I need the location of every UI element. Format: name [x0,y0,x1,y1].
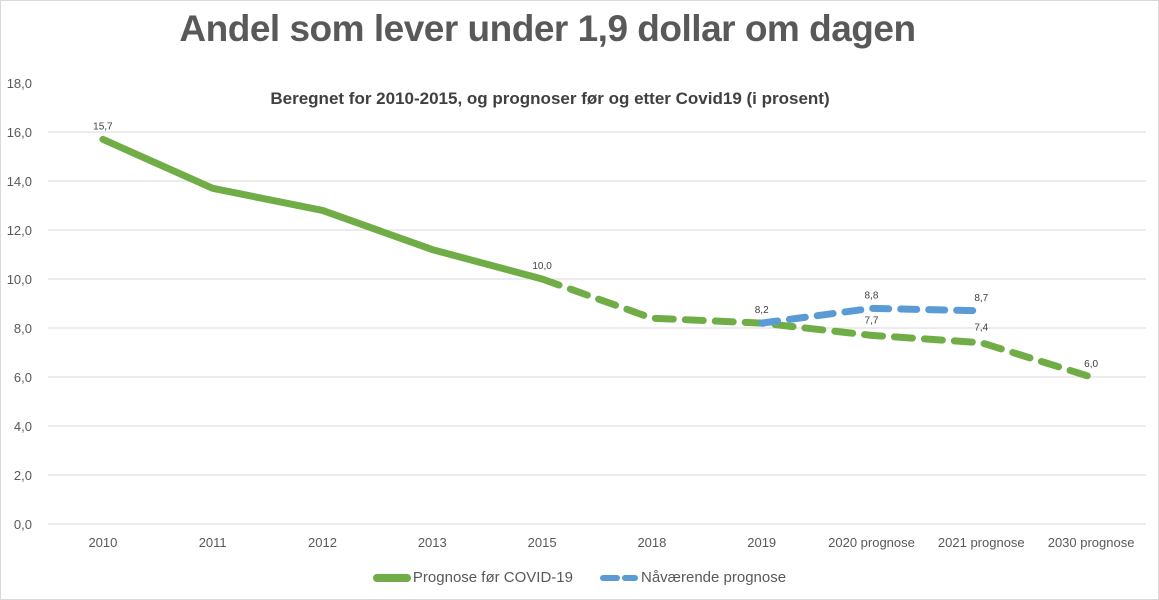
chart-title: Andel som lever under 1,9 dollar om dage… [179,8,916,49]
series-line-pre-covid-actual [99,135,546,283]
y-tick-label: 10,0 [7,272,32,287]
legend: Prognose før COVID-19 Nåværende prognose [0,569,1159,586]
y-tick-label: 2,0 [14,468,32,483]
x-axis-ticks: 2010 2011 2012 2013 2015 2018 2019 2020 prognos… [88,535,1134,550]
x-tick-label: 2020 prognose [828,535,915,550]
data-label: 15,7 [93,121,113,132]
x-tick-label: 2015 [528,535,557,550]
y-tick-label: 0,0 [14,517,32,532]
legend-swatch-blue [599,574,638,581]
x-tick-label: 2010 [88,535,117,550]
y-tick-label: 12,0 [7,223,32,238]
y-tick-label: 8,0 [14,321,32,336]
series-line-pre-covid-forecast [538,275,1095,381]
x-tick-label: 2030 prognose [1048,535,1135,550]
data-label: 7,4 [974,323,988,334]
chart-subtitle: Beregnet for 2010-2015, og prognoser før… [270,89,830,108]
data-label: 8,2 [755,305,769,316]
legend-label: Prognose før COVID-19 [412,569,573,586]
data-label: 7,7 [865,315,879,326]
series-line-current-forecast [758,304,985,327]
y-tick-label: 18,0 [7,76,32,91]
x-tick-label: 2012 [308,535,337,550]
legend-item-current[interactable]: Nåværende prognose [599,569,786,586]
y-axis-ticks: 0,0 2,0 4,0 6,0 8,0 10,0 12,0 14,0 16,0 18,0 [7,76,32,532]
legend-label: Nåværende prognose [640,569,787,586]
x-tick-label: 2011 [199,535,227,550]
legend-swatch-green [372,573,411,582]
data-label: 8,7 [974,293,988,304]
legend-item-pre-covid[interactable]: Prognose før COVID-19 [372,569,573,586]
y-tick-label: 4,0 [14,419,32,434]
data-label: 6,0 [1084,359,1098,370]
y-tick-label: 16,0 [7,125,32,140]
series-lines [99,135,1095,381]
data-label: 10,0 [532,261,552,272]
x-tick-label: 2013 [418,535,447,550]
x-tick-label: 2018 [637,535,666,550]
x-tick-label: 2021 prognose [938,535,1025,550]
gridlines [48,131,1146,525]
data-labels: 15,7 10,0 7,7 7,4 6,0 8,2 8,8 8,7 [93,121,1098,370]
data-label: 8,8 [865,290,879,301]
x-tick-label: 2019 [747,535,776,550]
y-tick-label: 6,0 [14,370,32,385]
y-tick-label: 14,0 [7,174,32,189]
